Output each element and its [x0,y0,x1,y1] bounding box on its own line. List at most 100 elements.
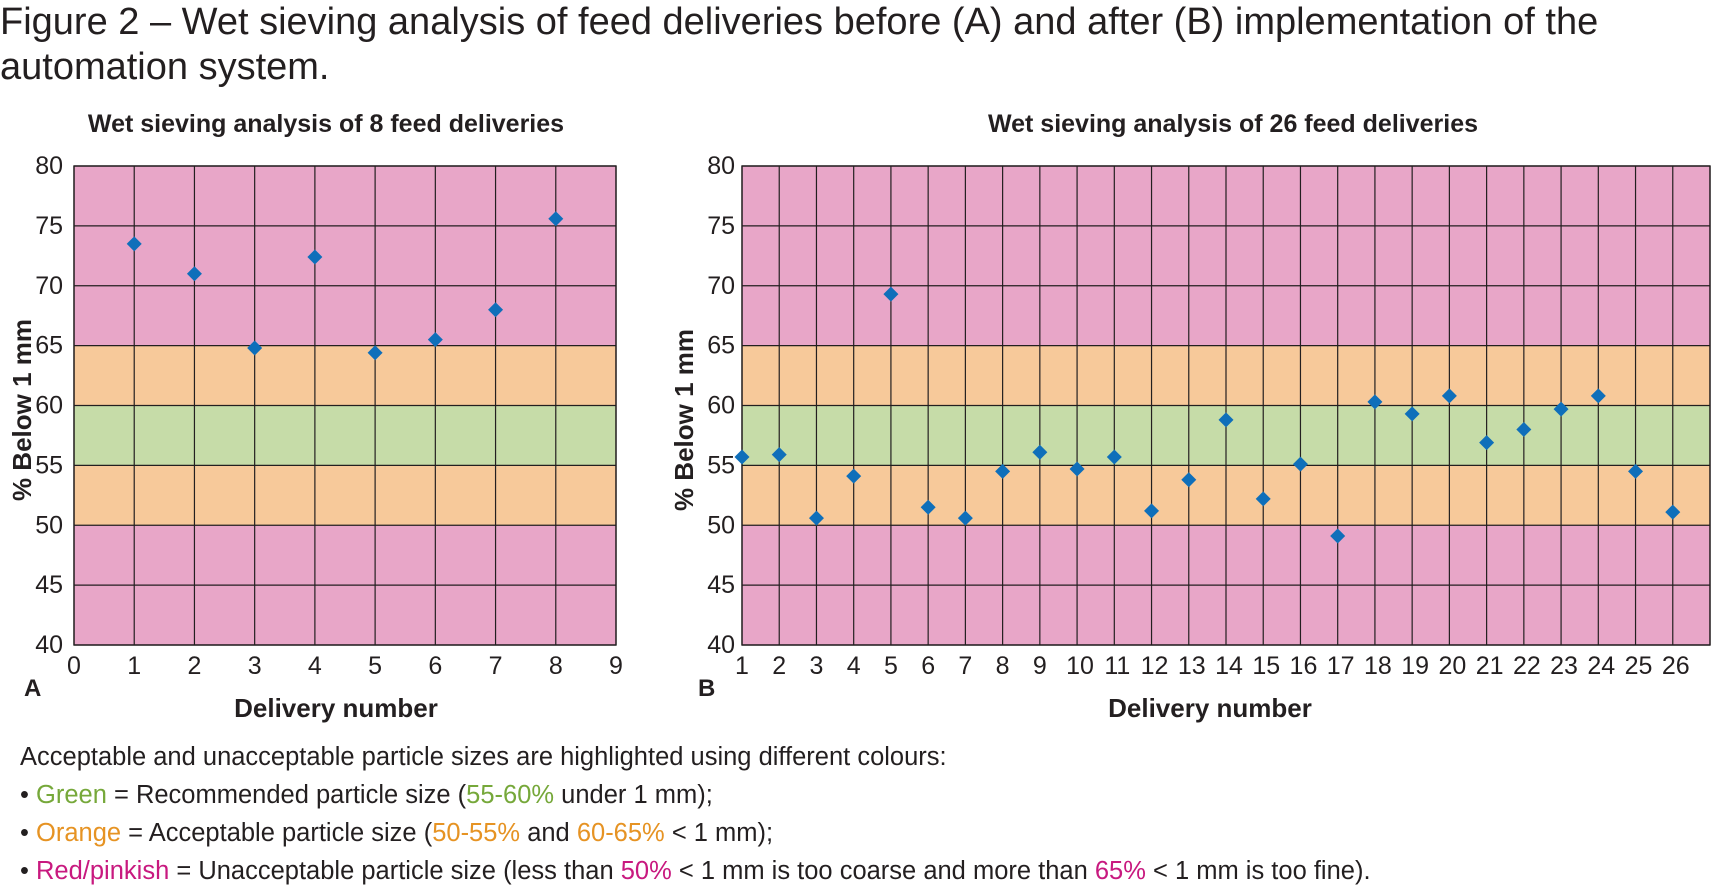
data-point [1144,503,1160,519]
legend-orange-pre: = Acceptable particle size ( [121,819,433,847]
data-point [920,499,936,515]
y-axis-label: % Below 1 mm [669,329,699,511]
data-point [957,510,973,526]
legend-green-range: 55-60% [466,781,555,809]
data-point [846,468,862,484]
data-point [808,510,824,526]
x-tick-label: 20 [1438,652,1466,680]
x-tick-label: 8 [549,652,563,680]
x-tick-label: 7 [958,652,972,680]
y-tick-label: 65 [707,332,735,360]
legend-bullet: • [20,781,37,809]
band-pink-4 [74,166,616,346]
data-point [488,302,504,318]
y-tick-label: 80 [707,152,735,180]
legend-orange-post: < 1 mm); [664,819,774,847]
x-tick-label: 4 [308,652,322,680]
x-tick-label: 11 [1104,652,1130,680]
x-tick-label: 9 [609,652,623,680]
panel-letter: B [698,675,715,702]
legend-pink-name: Red/pinkish [36,857,170,885]
y-tick-label: 70 [35,272,63,300]
figure-title: Figure 2 – Wet sieving analysis of feed … [0,1,1599,88]
data-point [1181,472,1197,488]
x-tick-label: 16 [1290,652,1318,680]
data-point [1330,528,1346,544]
x-tick-label: 3 [248,652,262,680]
data-point [1218,412,1234,428]
legend: Acceptable and unacceptable particle siz… [20,738,1371,890]
chart-title: Wet sieving analysis of 26 feed deliveri… [988,110,1478,138]
x-tick-label: 3 [810,652,824,680]
x-tick-label: 13 [1178,652,1206,680]
band-orange-3 [74,345,616,406]
legend-green-pre: = Recommended particle size ( [106,781,467,809]
x-axis-label: Delivery number [234,693,438,723]
x-tick-label: 7 [489,652,503,680]
data-point [548,211,564,227]
legend-bullet: • [20,857,37,885]
y-tick-label: 45 [707,571,735,599]
data-point [307,249,323,265]
x-tick-label: 26 [1662,652,1690,680]
x-tick-label: 21 [1476,652,1504,680]
y-tick-label: 60 [707,392,735,420]
y-tick-label: 80 [35,152,63,180]
band-green-2 [74,405,616,466]
data-point [883,286,899,302]
y-tick-label: 75 [35,212,63,240]
y-tick-label: 60 [35,392,63,420]
legend-pink-val1: 50% [620,857,672,885]
y-tick-label: 50 [35,511,63,539]
legend-green-post: under 1 mm); [554,781,713,809]
x-tick-label: 0 [67,652,81,680]
plot-frame [741,165,1711,646]
data-point [1516,421,1532,437]
x-axis-label: Delivery number [1108,693,1312,723]
y-tick-label: 40 [35,631,63,659]
y-tick-label: 50 [707,511,735,539]
data-point [1665,504,1681,520]
data-point [1032,444,1048,460]
x-tick-label: 5 [884,652,898,680]
x-tick-label: 24 [1587,652,1615,680]
data-point [1069,461,1085,477]
legend-orange-line: • Orange = Acceptable particle size (50-… [20,814,1371,852]
y-tick-label: 65 [35,332,63,360]
data-point [367,345,383,361]
data-point [126,236,142,252]
data-point [427,332,443,348]
x-tick-label: 17 [1327,652,1355,680]
x-tick-label: 19 [1401,652,1429,680]
x-tick-label: 9 [1033,652,1047,680]
plot-frame [73,165,617,646]
band-orange-1 [74,465,616,526]
data-point [1590,388,1606,404]
data-point [1404,406,1420,422]
x-tick-label: 8 [996,652,1010,680]
x-tick-label: 14 [1215,652,1243,680]
x-tick-label: 1 [735,652,749,680]
data-point [995,463,1011,479]
data-point [1479,435,1495,451]
x-tick-label: 25 [1625,652,1653,680]
x-tick-label: 18 [1364,652,1392,680]
data-point [1367,394,1383,410]
x-tick-label: 10 [1066,652,1094,680]
x-tick-label: 22 [1513,652,1541,680]
data-point [1628,463,1644,479]
legend-orange-range1: 50-55% [432,819,521,847]
legend-green-name: Green [36,781,107,809]
legend-pink-post: < 1 mm is too fine). [1145,857,1371,885]
data-point [247,340,263,356]
legend-bullet: • [20,819,37,847]
y-tick-label: 40 [707,631,735,659]
legend-green-line: • Green = Recommended particle size (55-… [20,776,1371,814]
y-axis-label: % Below 1 mm [7,319,37,501]
legend-orange-name: Orange [36,819,122,847]
y-tick-label: 55 [35,451,63,479]
y-tick-label: 75 [707,212,735,240]
chart-title: Wet sieving analysis of 8 feed deliverie… [88,110,564,138]
legend-pink-val2: 65% [1094,857,1146,885]
